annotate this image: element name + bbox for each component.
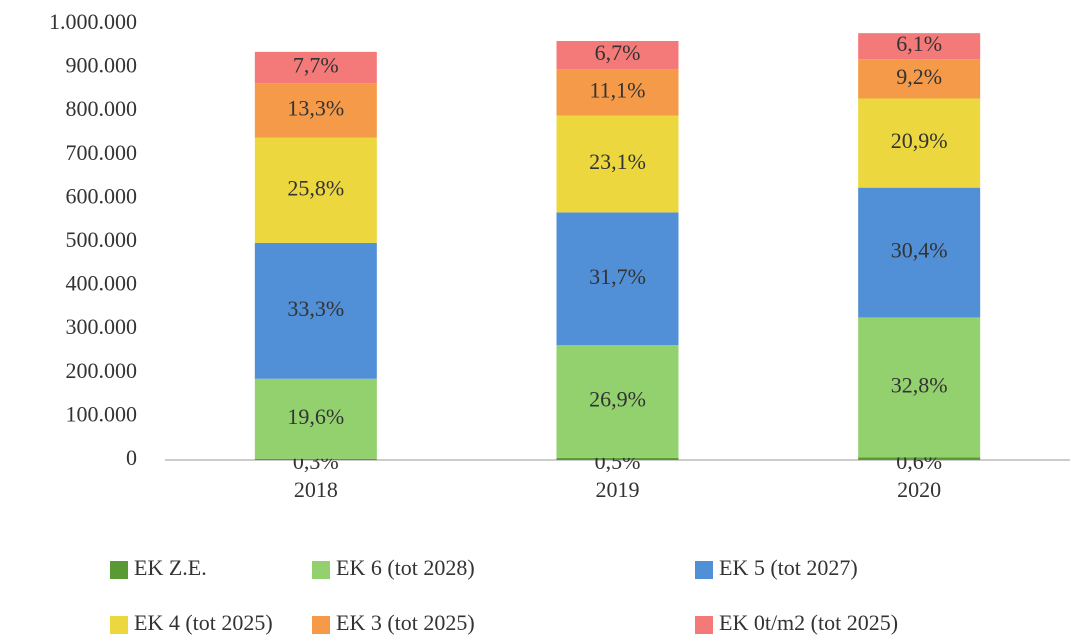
data-label: 31,7% xyxy=(589,264,646,289)
y-tick-label: 700.000 xyxy=(66,140,138,165)
y-tick-label: 800.000 xyxy=(66,96,138,121)
bar-segment xyxy=(556,115,679,213)
data-label: 33,3% xyxy=(287,296,344,321)
data-label: 6,1% xyxy=(896,31,942,56)
data-label: 7,7% xyxy=(293,53,339,78)
y-tick-label: 0 xyxy=(126,445,137,470)
data-label: 30,4% xyxy=(891,238,948,263)
legend-label: EK 0t/m2 (tot 2025) xyxy=(719,610,898,635)
legend-swatch xyxy=(110,561,128,579)
data-label: 11,1% xyxy=(589,77,645,102)
bar-segment xyxy=(556,69,679,116)
y-tick-label: 100.000 xyxy=(66,401,138,426)
bar-segment xyxy=(858,59,981,99)
bar-segment xyxy=(556,212,679,346)
bar-segment xyxy=(254,242,377,379)
y-tick-label: 300.000 xyxy=(66,314,138,339)
y-tick-label: 1.000.000 xyxy=(49,9,137,34)
legend-label: EK 3 (tot 2025) xyxy=(336,610,475,635)
bar-segment xyxy=(858,98,981,188)
bar-segment xyxy=(556,41,679,70)
legend-label: EK Z.E. xyxy=(134,555,207,580)
bar-segment xyxy=(254,83,377,138)
data-label: 9,2% xyxy=(896,64,942,89)
legend-swatch xyxy=(110,616,128,634)
legend-swatch xyxy=(312,616,330,634)
bar-segment xyxy=(858,33,981,60)
y-tick-label: 400.000 xyxy=(66,271,138,296)
legend-swatch xyxy=(695,561,713,579)
bar-segment xyxy=(556,345,679,458)
data-label: 6,7% xyxy=(595,40,641,65)
bar-segment xyxy=(254,458,377,460)
bar-segment xyxy=(254,378,377,459)
y-tick-label: 600.000 xyxy=(66,183,138,208)
legend-label: EK 5 (tot 2027) xyxy=(719,555,858,580)
x-tick-label: 2019 xyxy=(596,477,640,502)
y-tick-label: 900.000 xyxy=(66,53,138,78)
legend-swatch xyxy=(695,616,713,634)
bar-segment xyxy=(556,457,679,460)
legend-label: EK 4 (tot 2025) xyxy=(134,610,273,635)
data-label: 23,1% xyxy=(589,149,646,174)
data-label: 20,9% xyxy=(891,128,948,153)
x-tick-label: 2018 xyxy=(294,477,338,502)
y-tick-label: 200.000 xyxy=(66,358,138,383)
legend-label: EK 6 (tot 2028) xyxy=(336,555,475,580)
bar-segment xyxy=(254,51,377,84)
legend-swatch xyxy=(312,561,330,579)
data-label: 19,6% xyxy=(287,404,344,429)
data-label: 13,3% xyxy=(287,95,344,120)
bar-segment xyxy=(254,137,377,243)
bar-segment xyxy=(858,187,981,318)
y-tick-label: 500.000 xyxy=(66,227,138,252)
bar-segment xyxy=(858,317,981,458)
bar-segment xyxy=(858,457,981,460)
x-tick-label: 2020 xyxy=(897,477,941,502)
data-label: 25,8% xyxy=(287,175,344,200)
data-label: 32,8% xyxy=(891,372,948,397)
data-label: 26,9% xyxy=(589,387,646,412)
